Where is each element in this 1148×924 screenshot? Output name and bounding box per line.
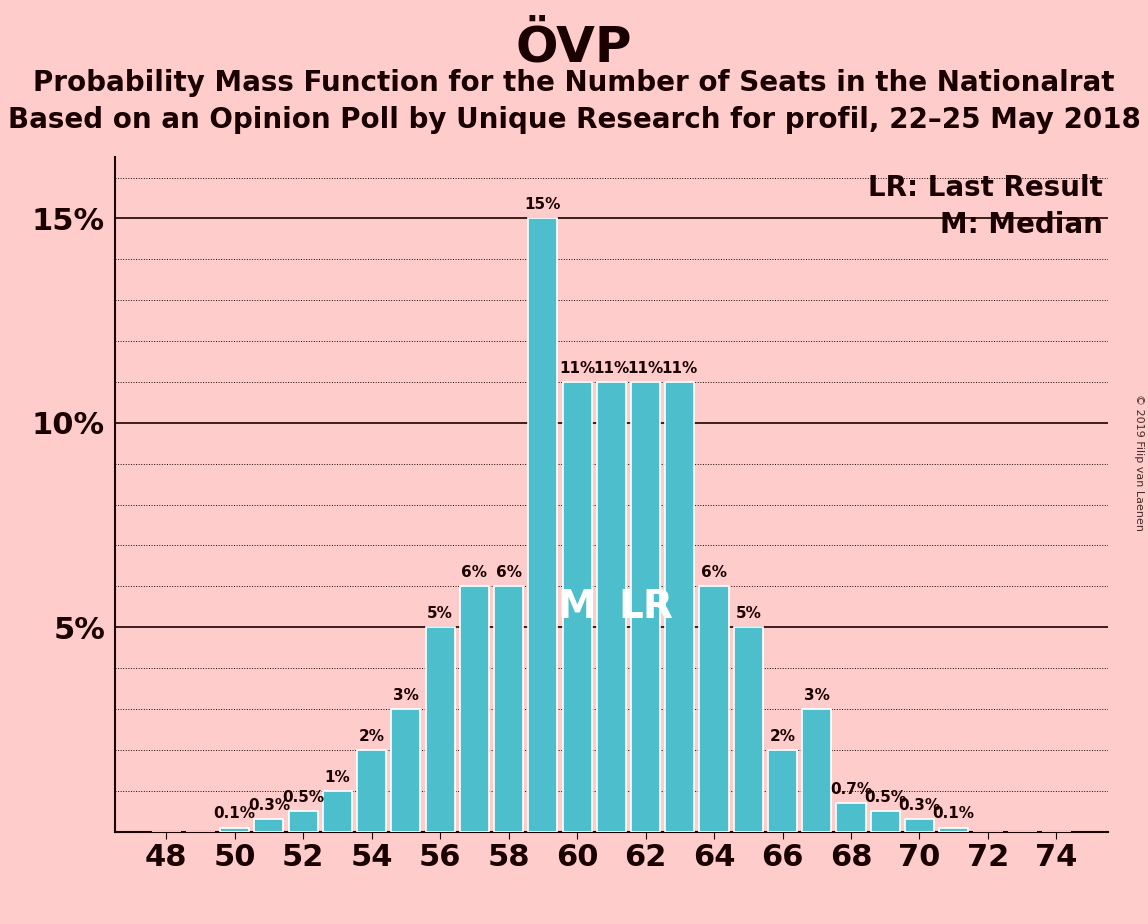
Bar bbox=[939, 828, 968, 832]
Text: © 2019 Filip van Laenen: © 2019 Filip van Laenen bbox=[1134, 394, 1143, 530]
Text: 5%: 5% bbox=[427, 606, 453, 621]
Bar bbox=[426, 627, 455, 832]
Text: 3%: 3% bbox=[804, 687, 830, 703]
Text: 6%: 6% bbox=[461, 565, 488, 580]
Bar bbox=[837, 803, 866, 832]
Bar bbox=[460, 587, 489, 832]
Bar bbox=[563, 382, 591, 832]
Text: 0.3%: 0.3% bbox=[248, 798, 290, 813]
Bar bbox=[905, 820, 934, 832]
Bar bbox=[699, 587, 729, 832]
Text: 15%: 15% bbox=[525, 197, 561, 213]
Bar bbox=[734, 627, 762, 832]
Bar bbox=[665, 382, 695, 832]
Bar bbox=[802, 709, 831, 832]
Text: Based on an Opinion Poll by Unique Research for profil, 22–25 May 2018: Based on an Opinion Poll by Unique Resea… bbox=[8, 106, 1140, 134]
Bar bbox=[357, 750, 386, 832]
Text: 11%: 11% bbox=[661, 360, 698, 376]
Text: 11%: 11% bbox=[559, 360, 595, 376]
Bar bbox=[597, 382, 626, 832]
Text: 5%: 5% bbox=[736, 606, 761, 621]
Bar bbox=[255, 820, 284, 832]
Bar bbox=[220, 828, 249, 832]
Bar bbox=[768, 750, 797, 832]
Text: 6%: 6% bbox=[701, 565, 727, 580]
Text: 0.1%: 0.1% bbox=[932, 807, 975, 821]
Text: ÖVP: ÖVP bbox=[515, 23, 633, 71]
Text: LR: LR bbox=[618, 588, 673, 626]
Text: M: Median: M: Median bbox=[940, 211, 1103, 239]
Bar bbox=[631, 382, 660, 832]
Text: 6%: 6% bbox=[496, 565, 521, 580]
Text: M: M bbox=[558, 588, 597, 626]
Text: 1%: 1% bbox=[325, 770, 350, 784]
Bar bbox=[288, 811, 318, 832]
Text: 11%: 11% bbox=[628, 360, 664, 376]
Text: 0.3%: 0.3% bbox=[899, 798, 940, 813]
Text: 0.5%: 0.5% bbox=[282, 790, 324, 805]
Text: LR: Last Result: LR: Last Result bbox=[868, 174, 1103, 202]
Bar bbox=[323, 791, 352, 832]
Text: 0.1%: 0.1% bbox=[214, 807, 256, 821]
Bar bbox=[528, 218, 558, 832]
Text: 0.5%: 0.5% bbox=[864, 790, 906, 805]
Text: 3%: 3% bbox=[393, 687, 419, 703]
Text: 0.7%: 0.7% bbox=[830, 782, 872, 796]
Text: 2%: 2% bbox=[358, 729, 385, 744]
Text: Probability Mass Function for the Number of Seats in the Nationalrat: Probability Mass Function for the Number… bbox=[33, 69, 1115, 97]
Text: 11%: 11% bbox=[594, 360, 629, 376]
Bar bbox=[391, 709, 420, 832]
Bar bbox=[494, 587, 523, 832]
Text: 2%: 2% bbox=[769, 729, 796, 744]
Bar bbox=[870, 811, 900, 832]
